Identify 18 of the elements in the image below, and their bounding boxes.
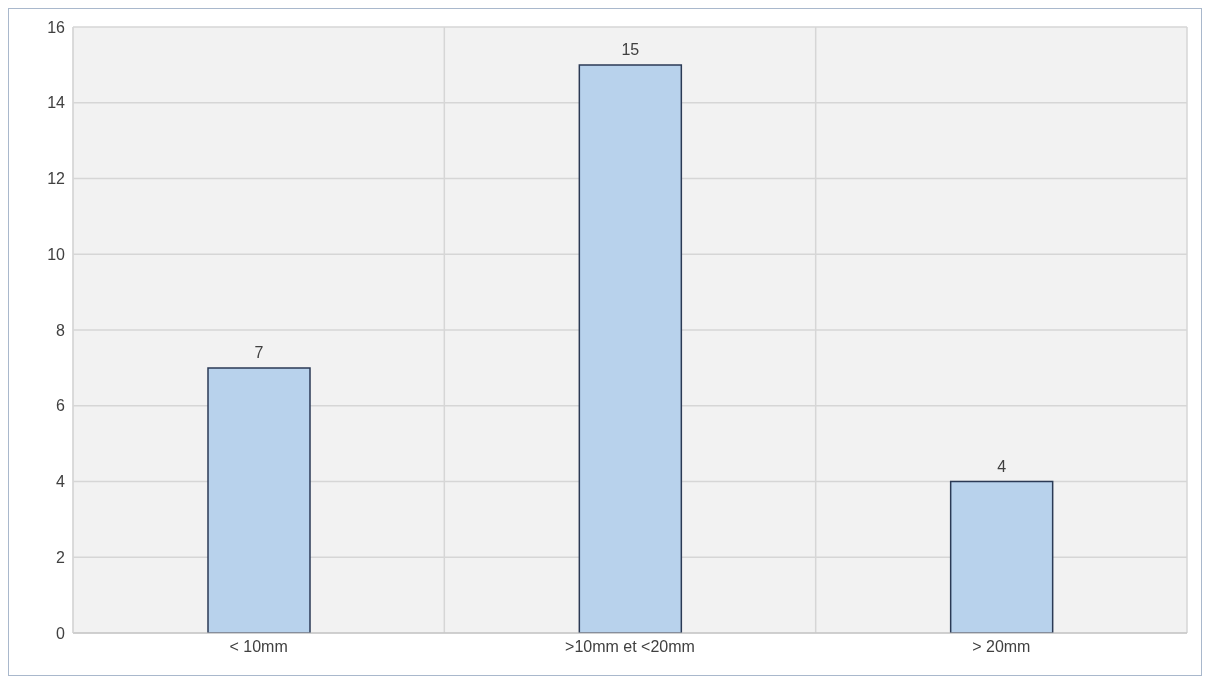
y-tick-label: 10 <box>47 245 66 263</box>
data-label: 4 <box>997 457 1007 475</box>
y-tick-label: 0 <box>56 624 66 642</box>
y-tick-label: 8 <box>56 321 66 339</box>
y-tick-label: 12 <box>47 170 66 188</box>
y-tick-label: 14 <box>47 94 66 112</box>
data-label: 15 <box>621 40 640 58</box>
data-label: 7 <box>254 343 264 361</box>
y-tick-label: 4 <box>56 473 66 491</box>
y-tick-label: 6 <box>56 397 66 415</box>
bar <box>949 480 1054 633</box>
y-tick-label: 16 <box>47 18 66 36</box>
bar <box>578 64 683 633</box>
x-tick-label: < 10mm <box>229 638 288 656</box>
x-tick-label: >10mm et <20mm <box>565 638 695 656</box>
x-tick-label: > 20mm <box>972 638 1031 656</box>
bar <box>207 367 311 633</box>
y-tick-label: 2 <box>56 548 66 566</box>
